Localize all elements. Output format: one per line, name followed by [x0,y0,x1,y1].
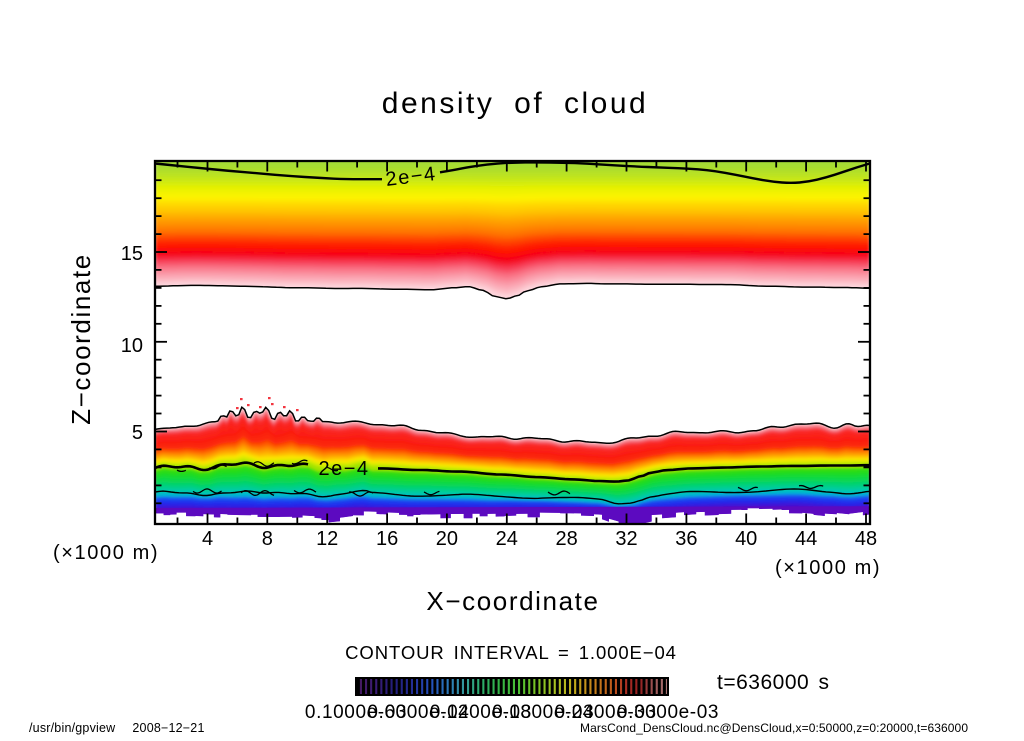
svg-text:10: 10 [121,335,143,357]
svg-text:0.6000e-04: 0.6000e-04 [367,702,469,723]
svg-text:24: 24 [496,528,518,550]
svg-text:density of cloud: density of cloud [382,87,648,120]
svg-text:4: 4 [202,528,213,550]
svg-text:0.3000e-03: 0.3000e-03 [617,702,719,723]
svg-text:36: 36 [675,528,697,550]
svg-text:MarsCond_DensCloud.nc@DensClou: MarsCond_DensCloud.nc@DensCloud,x=0:5000… [580,721,968,735]
svg-text:16: 16 [376,528,398,550]
svg-text:20: 20 [436,528,458,550]
svg-text:44: 44 [795,528,817,550]
svg-text:(×1000 m): (×1000 m) [53,542,159,564]
svg-text:/usr/bin/gpview 2008−12−21: /usr/bin/gpview 2008−12−21 [29,721,205,735]
svg-text:CONTOUR INTERVAL = 1.000E−04: CONTOUR INTERVAL = 1.000E−04 [345,642,677,663]
svg-text:32: 32 [615,528,637,550]
svg-text:8: 8 [262,528,273,550]
svg-text:5: 5 [132,422,143,444]
svg-text:15: 15 [121,243,143,265]
svg-text:0.2400e-03: 0.2400e-03 [555,702,657,723]
svg-text:12: 12 [316,528,338,550]
svg-text:0.1800e-03: 0.1800e-03 [492,702,594,723]
svg-text:40: 40 [735,528,757,550]
svg-text:28: 28 [555,528,577,550]
svg-text:Z−coordinate: Z−coordinate [66,253,96,425]
svg-text:(×1000 m): (×1000 m) [775,557,881,579]
svg-text:t=636000 s: t=636000 s [717,671,830,694]
svg-text:48: 48 [855,528,877,550]
svg-text:2e−4: 2e−4 [318,458,369,480]
svg-text:0.1200e-03: 0.1200e-03 [430,702,532,723]
svg-text:X−coordinate: X−coordinate [426,586,599,616]
svg-text:0.1000e-03: 0.1000e-03 [305,702,407,723]
